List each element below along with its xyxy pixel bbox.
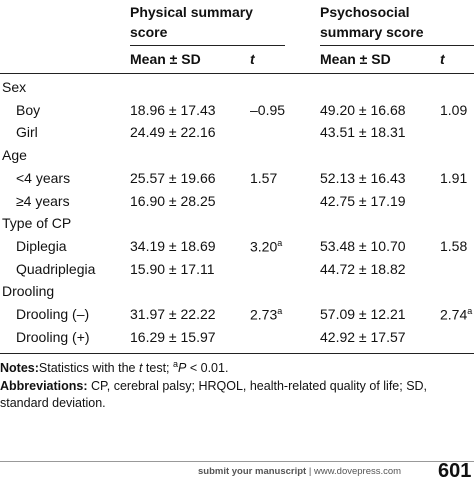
section-label: Sex [2,79,27,95]
cell-text: 1.57 [250,169,278,186]
column-header: t [250,51,255,67]
page-number: 601 [438,460,472,482]
cell-text: 34.19 ± 18.69 [130,237,216,254]
footer-separator: | [308,466,312,477]
cell: 16.90 ± 28.25 [130,193,216,209]
cell-text: 1.09 [440,101,468,118]
cell-text: 1.91 [440,169,468,186]
cell: 24.49 ± 22.16 [130,124,216,140]
row-label: Girl [16,124,38,141]
notes-text: < 0.01. [186,361,229,376]
notes-label: Notes: [0,361,39,376]
cell: 31.97 ± 22.22 [130,306,216,322]
cell-text: 3.20 [250,238,278,255]
rule [320,45,474,46]
notes-text: a [173,359,179,370]
cell: 57.09 ± 12.21 [320,306,406,322]
cell: 15.90 ± 17.11 [130,261,215,277]
cell-text: 43.51 ± 18.31 [320,124,406,141]
cell-text: 16.90 ± 28.25 [130,192,216,209]
cell: 16.29 ± 15.97 [130,329,216,345]
row-label: Drooling (+) [16,328,90,345]
column-header: t [440,51,445,67]
cell-text: 2.74 [440,306,468,323]
notes-text: P [178,361,187,376]
rule [130,45,285,46]
cell-text: 16.29 ± 15.97 [130,328,216,345]
row-label: ≥4 years [16,192,70,209]
row-label: Diplegia [16,237,67,254]
cell-text: 1.58 [440,237,468,254]
group-header: Psychosocial summary score [320,4,424,40]
cell: 42.75 ± 17.19 [320,193,406,209]
cell-text: 42.75 ± 17.19 [320,192,406,209]
cell-text: 31.97 ± 22.22 [130,306,216,322]
row-label: Drooling (–) [16,306,90,322]
section-label: Drooling [2,283,55,300]
cell-text: 24.49 ± 22.16 [130,124,216,141]
cell: 1.57 [250,170,277,186]
cell: 49.20 ± 16.68 [320,102,406,118]
cell: 18.96 ± 17.43 [130,102,216,118]
cell-text: 52.13 ± 16.43 [320,169,406,186]
cell: 52.13 ± 16.43 [320,170,406,186]
rule [0,353,474,355]
footer-rule [0,461,474,462]
cell: 2.73a [250,306,282,323]
notes-text: t [138,361,143,376]
cell: –0.95 [250,102,285,118]
cell-text: 49.20 ± 16.68 [320,101,406,118]
cell: 1.58 [440,238,467,254]
superscript: a [277,306,283,316]
abbreviations-label: Abbreviations: [0,379,88,394]
cell-text: –0.95 [250,101,286,118]
cell: 25.57 ± 19.66 [130,170,216,186]
cell-text: 42.92 ± 17.57 [320,328,406,345]
cell-text: 44.72 ± 18.82 [320,260,406,277]
row-label: Quadriplegia [16,260,96,277]
section-label: Age [2,147,27,164]
cell: 34.19 ± 18.69 [130,238,216,254]
abbreviations: Abbreviations: CP, cerebral palsy; HRQOL… [0,378,470,412]
cell: 2.74a [440,306,472,323]
section-label: Type of CP [2,215,72,232]
footer-site: www.dovepress.com [313,466,402,477]
cell-text: 18.96 ± 17.43 [130,101,216,118]
notes: Notes:Statistics with the t test; aP < 0… [0,359,228,375]
cell-text: 2.73 [250,306,278,323]
notes-text: Statistics with the [38,361,139,376]
cell: 42.92 ± 17.57 [320,329,406,345]
cell: 3.20a [250,238,282,255]
superscript: a [467,306,473,316]
cell: 1.09 [440,102,467,118]
cell: 53.48 ± 10.70 [320,238,406,254]
column-header: Mean ± SD [320,51,391,67]
abbreviations-text: CP, cerebral palsy; HRQOL, health-relate… [0,379,428,411]
superscript: a [277,237,283,248]
cell: 43.51 ± 18.31 [320,124,406,140]
cell: 1.91 [440,170,467,186]
cell: 44.72 ± 18.82 [320,261,406,277]
cell-text: 57.09 ± 12.21 [320,306,406,322]
footer-link: submit your manuscript [198,466,307,477]
cell-text: 53.48 ± 10.70 [320,237,406,254]
column-header: Mean ± SD [130,51,201,67]
cell-text: 25.57 ± 19.66 [130,169,216,186]
footer: submit your manuscript | www.dovepress.c… [198,466,401,477]
rule [0,73,474,74]
group-header: Physical summary score [130,4,253,40]
row-label: <4 years [16,169,71,186]
row-label: Boy [16,101,41,118]
cell-text: 15.90 ± 17.11 [130,260,215,277]
notes-text: test; [142,361,174,376]
